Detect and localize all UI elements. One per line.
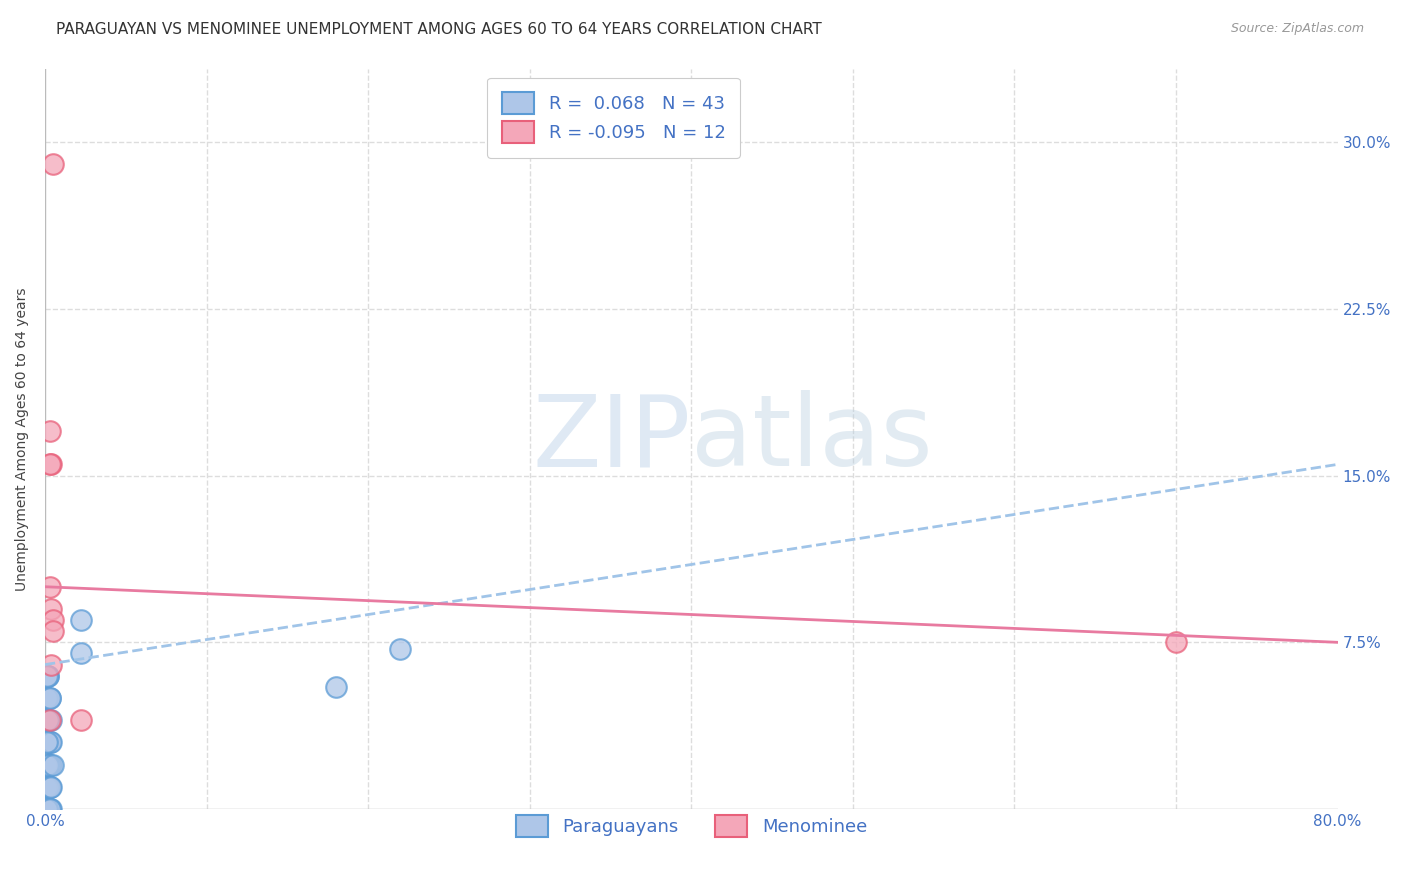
Text: Source: ZipAtlas.com: Source: ZipAtlas.com	[1230, 22, 1364, 36]
Point	[41, 602, 63, 616]
Point	[38, 802, 60, 816]
Point	[41, 757, 63, 772]
Point	[38, 424, 60, 438]
Point	[41, 458, 63, 472]
Point	[69, 647, 91, 661]
Point	[38, 780, 60, 794]
Point	[35, 713, 58, 727]
Legend: Paraguayans, Menominee: Paraguayans, Menominee	[509, 808, 875, 845]
Point	[42, 757, 65, 772]
Y-axis label: Unemployment Among Ages 60 to 64 years: Unemployment Among Ages 60 to 64 years	[15, 287, 30, 591]
Point	[41, 780, 63, 794]
Point	[37, 690, 59, 705]
Point	[37, 780, 59, 794]
Point	[42, 624, 65, 639]
Point	[35, 802, 58, 816]
Point	[37, 757, 59, 772]
Point	[37, 780, 59, 794]
Point	[35, 735, 58, 749]
Point	[38, 713, 60, 727]
Point	[41, 713, 63, 727]
Point	[35, 713, 58, 727]
Text: ZIP: ZIP	[533, 391, 692, 487]
Point	[41, 657, 63, 672]
Point	[38, 735, 60, 749]
Point	[38, 757, 60, 772]
Point	[37, 757, 59, 772]
Point	[35, 735, 58, 749]
Point	[38, 690, 60, 705]
Point	[38, 780, 60, 794]
Point	[35, 780, 58, 794]
Text: PARAGUAYAN VS MENOMINEE UNEMPLOYMENT AMONG AGES 60 TO 64 YEARS CORRELATION CHART: PARAGUAYAN VS MENOMINEE UNEMPLOYMENT AMO…	[56, 22, 823, 37]
Point	[38, 757, 60, 772]
Point	[35, 669, 58, 683]
Point	[69, 713, 91, 727]
Point	[37, 669, 59, 683]
Point	[38, 580, 60, 594]
Point	[37, 669, 59, 683]
Point	[35, 802, 58, 816]
Point	[38, 802, 60, 816]
Point	[389, 642, 412, 657]
Point	[35, 757, 58, 772]
Point	[37, 735, 59, 749]
Point	[69, 613, 91, 627]
Point	[38, 735, 60, 749]
Point	[325, 680, 347, 694]
Point	[38, 780, 60, 794]
Text: atlas: atlas	[692, 391, 934, 487]
Point	[37, 802, 59, 816]
Point	[37, 757, 59, 772]
Point	[42, 613, 65, 627]
Point	[42, 157, 65, 171]
Point	[41, 802, 63, 816]
Point	[38, 458, 60, 472]
Point	[37, 713, 59, 727]
Point	[1164, 635, 1187, 649]
Point	[37, 713, 59, 727]
Point	[35, 690, 58, 705]
Point	[38, 690, 60, 705]
Point	[41, 735, 63, 749]
